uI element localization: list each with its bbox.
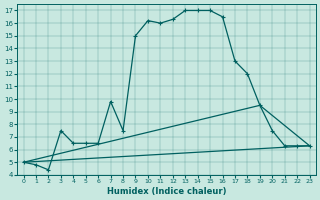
X-axis label: Humidex (Indice chaleur): Humidex (Indice chaleur) xyxy=(107,187,226,196)
